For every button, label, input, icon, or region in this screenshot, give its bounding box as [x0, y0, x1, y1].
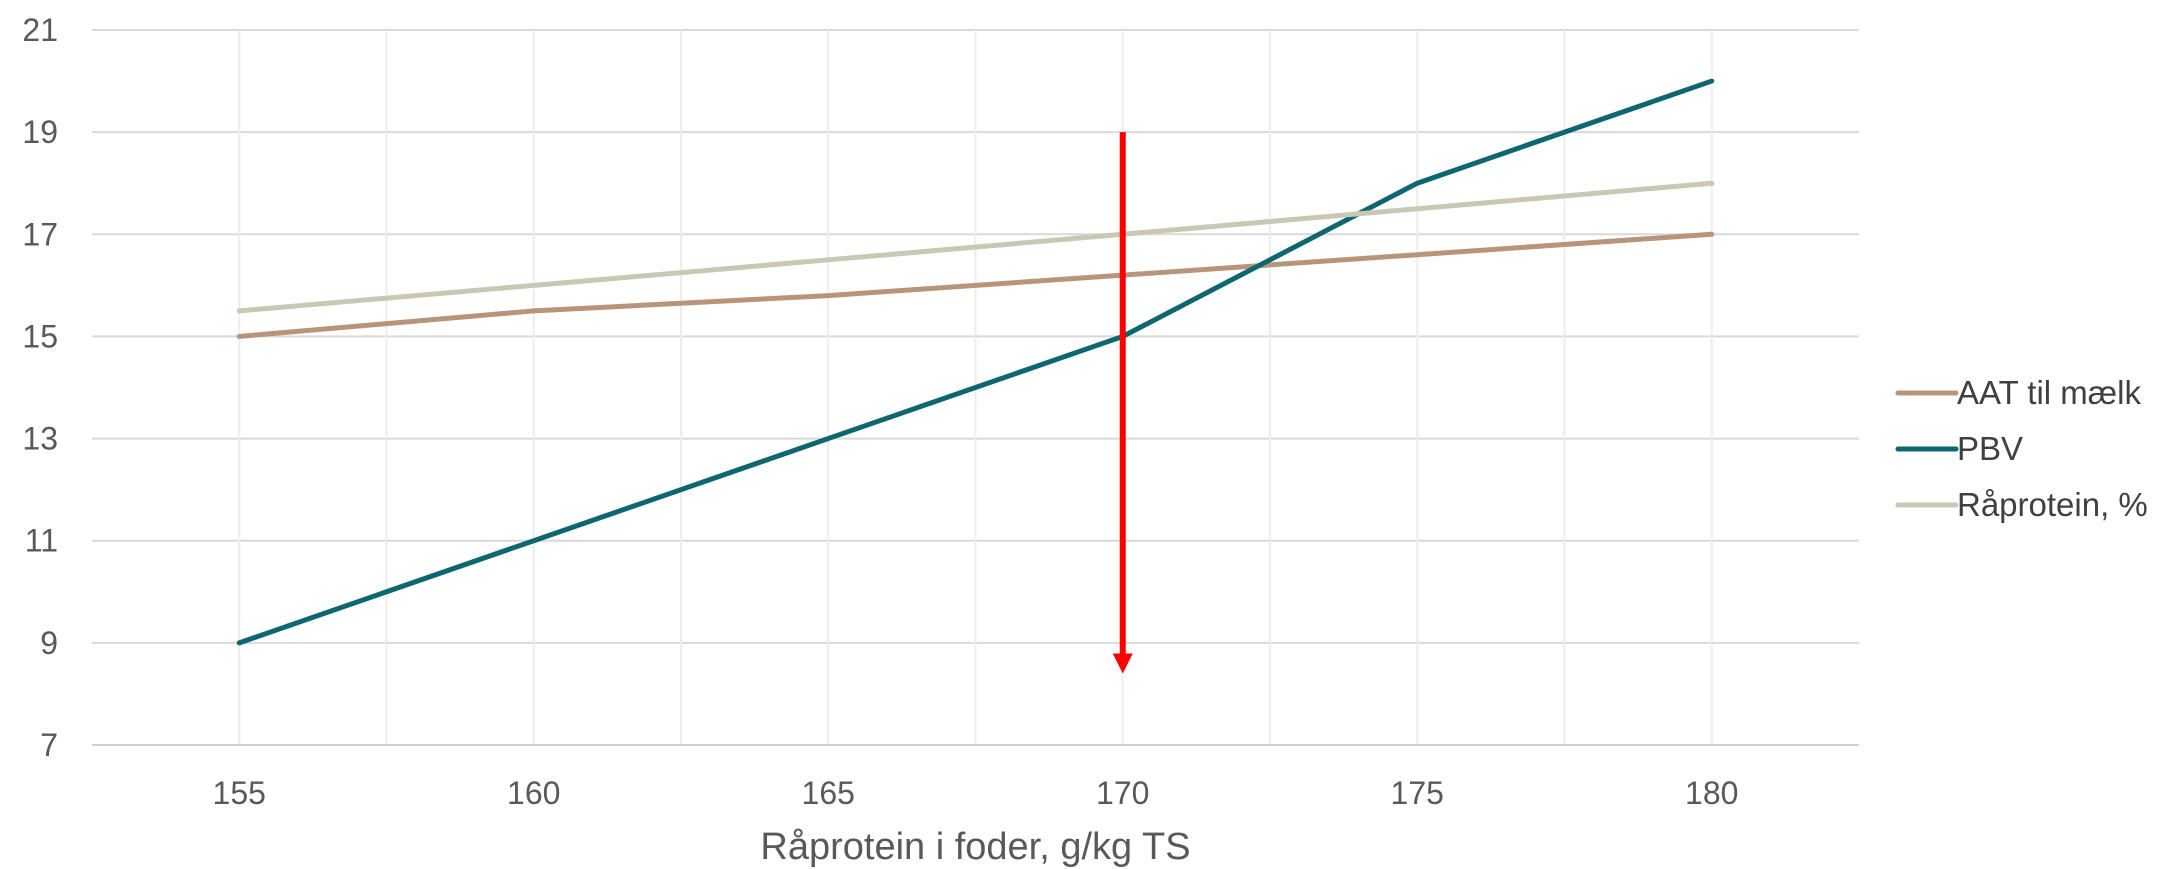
y-tick-label: 13 — [22, 421, 58, 457]
x-tick-label: 170 — [1096, 775, 1149, 811]
arrow-head — [1112, 653, 1133, 674]
y-tick-label: 17 — [22, 216, 58, 252]
x-tick-label: 180 — [1685, 775, 1738, 811]
y-tick-label: 19 — [22, 114, 58, 150]
legend-label: Råprotein, % — [1957, 486, 2148, 523]
y-tick-label: 15 — [22, 318, 58, 354]
x-tick-label: 160 — [507, 775, 560, 811]
series-lines — [236, 78, 1715, 646]
series-line-pbv — [236, 78, 1715, 646]
y-tick-label: 7 — [40, 727, 58, 763]
series-line-aat-til-m-lk — [236, 231, 1715, 339]
y-tick-label: 21 — [22, 12, 58, 48]
x-tick-label: 165 — [802, 775, 855, 811]
x-tick-label: 155 — [213, 775, 266, 811]
legend-label: PBV — [1957, 430, 2023, 467]
legend: AAT til mælk PBV Råprotein, % — [1895, 374, 2148, 523]
x-axis-ticks: 155 160 165 170 175 180 — [213, 775, 1739, 811]
annotations — [1112, 132, 1133, 674]
series-line-r-protein- — [236, 180, 1715, 314]
y-tick-label: 9 — [40, 625, 58, 661]
legend-label: AAT til mælk — [1957, 374, 2141, 411]
y-axis-ticks: 7 9 11 13 15 17 19 21 — [22, 12, 58, 763]
y-tick-label: 11 — [25, 523, 58, 559]
x-axis-title: Råprotein i foder, g/kg TS — [760, 826, 1190, 868]
x-tick-label: 175 — [1391, 775, 1444, 811]
